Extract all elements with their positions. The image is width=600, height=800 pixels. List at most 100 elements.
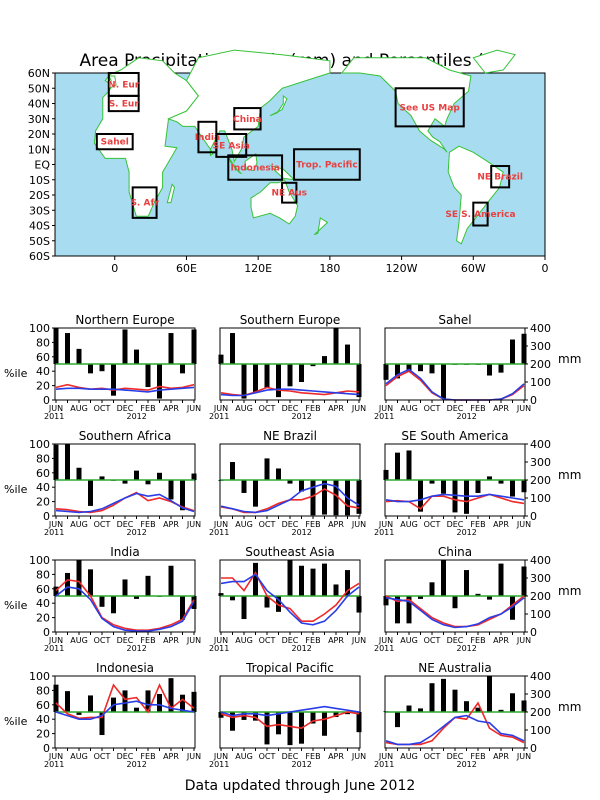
x-tick-label: OCT [94,520,111,529]
percentile-bar [299,364,304,382]
percentile-bar [406,705,412,712]
right-tick-label: 300 [530,572,551,585]
percentile-bar [498,364,504,373]
x-tick-label: FEB [140,636,155,645]
x-tick-label: APR [328,520,344,529]
region-box [472,201,489,227]
percentile-bar [322,356,327,364]
percentile-bar [452,480,458,513]
region-box [281,181,298,204]
percentile-bar [356,364,362,398]
percentile-bar [395,364,400,379]
panel-china: China 0 100 200 300 400 mm JUN AUG OCT DEC FEB APR JU… [374,545,581,653]
right-tick-label: 100 [530,724,551,737]
percentile-bar [65,444,70,480]
panel-title: Northern Europe [75,313,174,327]
percentile-bar [475,480,481,493]
left-axis-label: %ile [4,483,28,496]
left-tick-label: 100 [29,438,50,451]
x-tick-label: OCT [259,636,276,645]
percentile-bar [168,333,174,364]
left-tick-label: 60 [36,699,50,712]
red-series-line [385,370,525,401]
percentile-bar [287,480,293,484]
x-tick-label: JUN [186,404,201,413]
x-tick-label: JUN [516,752,531,761]
year-label: 2011 [374,528,394,537]
region-label: SE Asia [213,141,250,151]
footer-text: Data updated through June 2012 [185,778,416,794]
blue-series-line [55,700,195,721]
landmass-indonesia-a [227,156,242,175]
left-tick-label: 60 [36,583,50,596]
percentile-bar [310,568,316,596]
percentile-bar [418,596,423,599]
percentile-bar [276,712,281,735]
map-lon-label: 0 [542,262,549,275]
right-axis-label: mm [558,468,581,482]
percentile-bar [157,472,162,480]
x-tick-label: FEB [470,520,485,529]
percentile-bar [406,364,412,372]
x-tick-label: OCT [424,404,441,413]
percentile-bar [122,579,128,596]
right-axis-label: mm [558,700,581,714]
x-tick-label: AUG [70,636,88,645]
percentile-bar [168,678,174,712]
x-tick-label: JUN [48,520,63,529]
percentile-bar [356,712,362,733]
percentile-bar [464,570,469,596]
percentile-bar [264,712,270,745]
left-tick-label: 40 [36,481,50,494]
left-tick-label: 60 [36,351,50,364]
region-box [227,154,284,181]
percentile-bar [264,596,270,608]
left-tick-label: 0 [43,742,50,755]
region-box [131,186,158,219]
percentile-bar [487,596,492,600]
red-series-line [55,578,195,632]
year-label: 2011 [209,528,229,537]
left-tick-label: 0 [43,626,50,639]
percentile-bar [191,473,197,480]
x-tick-label: JUN [213,636,228,645]
percentile-bar [111,364,116,396]
x-tick-label: JUN [213,404,228,413]
percentile-bar [53,444,59,480]
x-tick-label: OCT [424,752,441,761]
region-label: NE Brazil [477,173,523,183]
percentile-bar [276,468,281,480]
red-series-line [55,383,195,391]
year-label: 2012 [292,528,312,537]
x-tick-label: JUN [351,636,366,645]
x-tick-label: APR [163,520,179,529]
year-label: 2012 [457,412,477,421]
percentile-bar [441,364,446,399]
x-tick-label: APR [163,752,179,761]
landmass-south-america [447,145,504,245]
year-label: 2011 [374,644,394,653]
percentile-bar [218,712,224,718]
left-tick-label: 100 [29,670,50,683]
percentile-bar [345,570,350,596]
blue-series-line [55,586,195,632]
percentile-bar [180,694,185,712]
left-tick-label: 20 [36,728,50,741]
map-lat-label: 10S [29,174,50,187]
percentile-bar [498,563,504,596]
percentile-bar [65,691,70,712]
x-tick-label: OCT [94,636,111,645]
x-tick-label: AUG [70,520,88,529]
x-tick-label: AUG [235,636,253,645]
region-label: Trop. Pacific [296,161,358,171]
year-label: 2012 [127,644,147,653]
blue-series-line [220,573,360,626]
map-ticks: 60N 50N 40N 30N 20N 10N EQ 10S 20S 30S 40S 50S 60S 0 6… [28,67,549,275]
map-lon-label: 120E [244,262,272,275]
x-tick-label: APR [163,404,179,413]
percentile-bar [322,563,327,596]
x-tick-label: APR [493,404,509,413]
percentile-bar [345,712,350,715]
